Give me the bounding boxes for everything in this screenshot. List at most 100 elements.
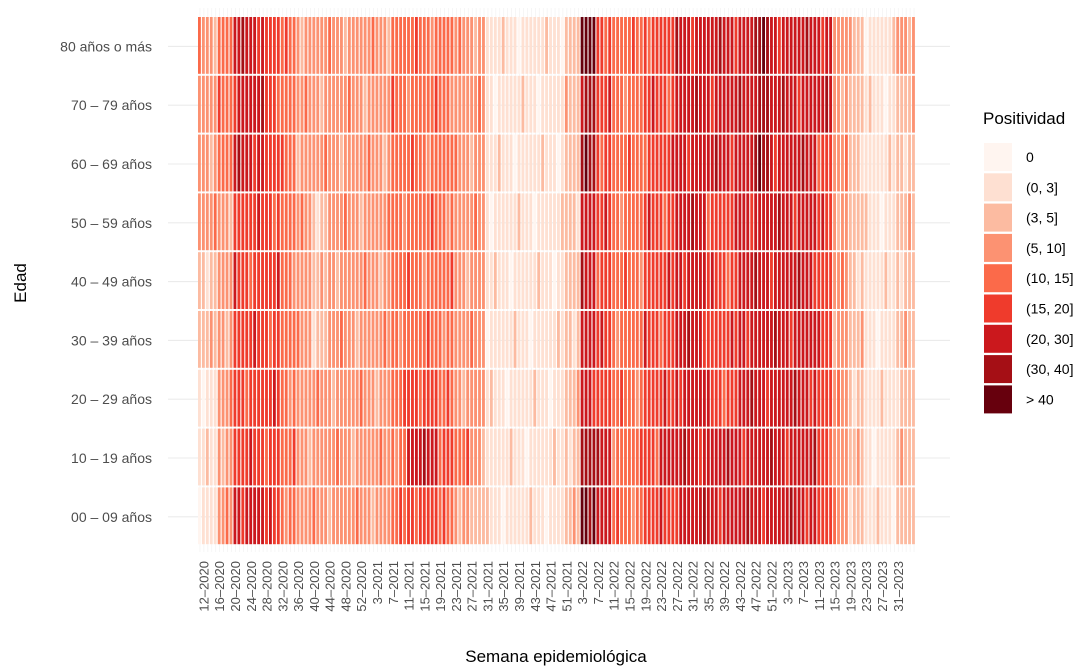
heatmap-cell: [908, 311, 911, 368]
heatmap-cell: [564, 17, 568, 74]
heatmap-cell: [568, 369, 572, 427]
heatmap-cell: [852, 487, 856, 545]
heatmap-cell: [801, 75, 805, 133]
heatmap-cell: [864, 369, 868, 427]
heatmap-cell: [485, 193, 489, 251]
heatmap-cell: [777, 17, 781, 74]
heatmap-cell: [758, 311, 762, 368]
heatmap-cell: [718, 428, 722, 486]
heatmap-cell: [233, 311, 237, 368]
heatmap-cell: [691, 311, 694, 368]
heatmap-cell: [884, 193, 888, 251]
heatmap-cell: [777, 428, 781, 486]
heatmap-cell: [474, 428, 477, 486]
heatmap-cell: [426, 134, 430, 192]
heatmap-cell: [446, 75, 450, 133]
heatmap-cell: [683, 134, 687, 192]
heatmap-cell: [572, 487, 576, 545]
heatmap-cell: [272, 75, 276, 133]
heatmap-cell: [505, 75, 509, 133]
y-tick-label: 70 – 79 años: [71, 97, 152, 113]
heatmap-cell: [446, 134, 450, 192]
heatmap-cell: [383, 369, 387, 427]
heatmap-cell: [734, 252, 738, 309]
heatmap-cell: [257, 487, 261, 545]
heatmap-cell: [347, 134, 351, 192]
heatmap-cell: [706, 311, 710, 368]
heatmap-cell: [320, 193, 324, 251]
heatmap-cell: [813, 193, 817, 251]
heatmap-cell: [785, 428, 789, 486]
heatmap-cell: [280, 75, 284, 133]
heatmap-cell: [509, 369, 513, 427]
heatmap-cell: [493, 134, 497, 192]
heatmap-cell: [300, 369, 304, 427]
heatmap-cell: [754, 193, 758, 251]
heatmap-cell: [493, 428, 497, 486]
heatmap-cell: [675, 17, 679, 74]
heatmap-cell: [225, 487, 229, 545]
heatmap-cell: [233, 487, 237, 545]
heatmap-cell: [635, 75, 639, 133]
heatmap-cell: [904, 75, 908, 133]
heatmap-cell: [706, 487, 710, 545]
heatmap-cell: [884, 311, 888, 368]
heatmap-cell: [718, 311, 722, 368]
heatmap-cell: [848, 487, 852, 545]
heatmap-cell: [201, 134, 205, 192]
heatmap-cell: [746, 75, 750, 133]
heatmap-cell: [892, 487, 896, 545]
heatmap-cell: [383, 75, 387, 133]
heatmap-cell: [221, 75, 225, 133]
heatmap-cell: [442, 487, 446, 545]
heatmap-cell: [738, 134, 742, 192]
heatmap-cell: [521, 311, 525, 368]
heatmap-cell: [643, 134, 647, 192]
heatmap-cell: [414, 428, 418, 486]
heatmap-cell: [221, 252, 225, 309]
heatmap-cell: [249, 75, 253, 133]
heatmap-cell: [213, 193, 217, 251]
heatmap-cell: [513, 75, 517, 133]
heatmap-cell: [466, 17, 470, 74]
heatmap-cell: [553, 487, 556, 545]
y-tick-label: 00 – 09 años: [71, 509, 152, 525]
heatmap-cell: [667, 252, 671, 309]
heatmap-cell: [620, 311, 623, 368]
heatmap-cell: [817, 428, 821, 486]
heatmap-cell: [892, 17, 896, 74]
heatmap-cell: [813, 17, 817, 74]
heatmap-cell: [584, 17, 588, 74]
heatmap-cell: [442, 17, 446, 74]
heatmap-cell: [229, 487, 233, 545]
heatmap-cell: [872, 75, 876, 133]
heatmap-cell: [284, 311, 288, 368]
heatmap-cell: [896, 487, 900, 545]
x-tick-label: 11–2021: [402, 561, 417, 611]
heatmap-cell: [604, 134, 608, 192]
heatmap-cell: [750, 311, 754, 368]
heatmap-cell: [308, 311, 312, 368]
heatmap-cell: [343, 487, 347, 545]
heatmap-cell: [537, 75, 541, 133]
heatmap-cell: [363, 75, 367, 133]
x-tick-label: 27–2021: [465, 561, 480, 612]
heatmap-cell: [568, 193, 572, 251]
heatmap-cell: [718, 134, 722, 192]
heatmap-cell: [533, 193, 537, 251]
heatmap-cell: [213, 75, 217, 133]
heatmap-cell: [332, 75, 335, 133]
heatmap-cell: [501, 193, 505, 251]
heatmap-cell: [521, 369, 525, 427]
heatmap-cell: [726, 134, 730, 192]
heatmap-cell: [557, 134, 560, 192]
heatmap-cell: [817, 134, 821, 192]
heatmap-cell: [671, 428, 675, 486]
heatmap-cell: [379, 252, 383, 309]
heatmap-cell: [312, 75, 316, 133]
heatmap-cell: [320, 428, 324, 486]
heatmap-cell: [276, 193, 280, 251]
heatmap-cell: [217, 487, 221, 545]
heatmap-cell: [639, 17, 643, 74]
heatmap-cell: [482, 428, 485, 486]
